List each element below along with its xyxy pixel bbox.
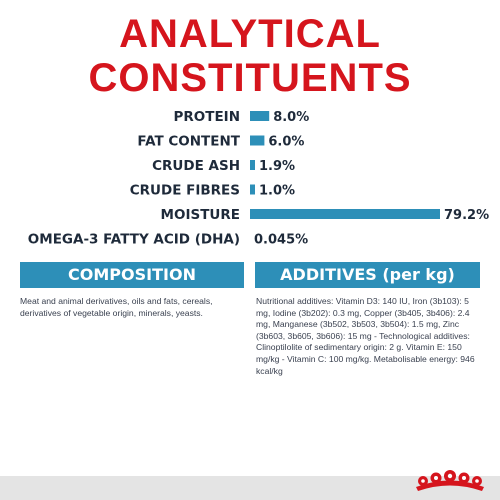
bar-label: CRUDE ASH <box>152 158 240 174</box>
additives-heading: ADDITIVES (per kg) <box>255 262 480 288</box>
bar-label: OMEGA-3 FATTY ACID (DHA) <box>28 232 240 248</box>
constituents-bar-chart: PROTEIN 8.0% FAT CONTENT 6.0% CRUDE ASH 1.9% C… <box>28 109 489 248</box>
composition-text: Meat and animal derivatives, oils and fa… <box>20 296 213 318</box>
bar <box>250 135 265 146</box>
royal-canin-crown-icon <box>416 470 484 491</box>
bar <box>250 184 255 195</box>
title-line-2: CONSTITUENTS <box>88 56 412 100</box>
bar <box>250 160 255 170</box>
bar-value-label: 8.0% <box>273 110 309 125</box>
bar <box>250 111 270 121</box>
title-line-1: ANALYTICAL <box>119 12 381 56</box>
additives-text: Nutritional additives: Vitamin D3: 140 I… <box>256 296 475 376</box>
bar-value-label: 79.2% <box>444 208 489 223</box>
bar-value-label: 1.9% <box>259 159 295 174</box>
composition-heading: COMPOSITION <box>20 262 244 288</box>
bar-value-label: 6.0% <box>268 135 304 150</box>
bar <box>250 209 440 219</box>
bar-label: CRUDE FIBRES <box>130 183 240 199</box>
bar-label: MOISTURE <box>161 207 240 223</box>
bar-label: PROTEIN <box>173 109 240 125</box>
bar-value-label: 1.0% <box>259 184 295 199</box>
bar-label: FAT CONTENT <box>137 134 240 150</box>
bar-value-label: 0.045% <box>254 233 308 248</box>
